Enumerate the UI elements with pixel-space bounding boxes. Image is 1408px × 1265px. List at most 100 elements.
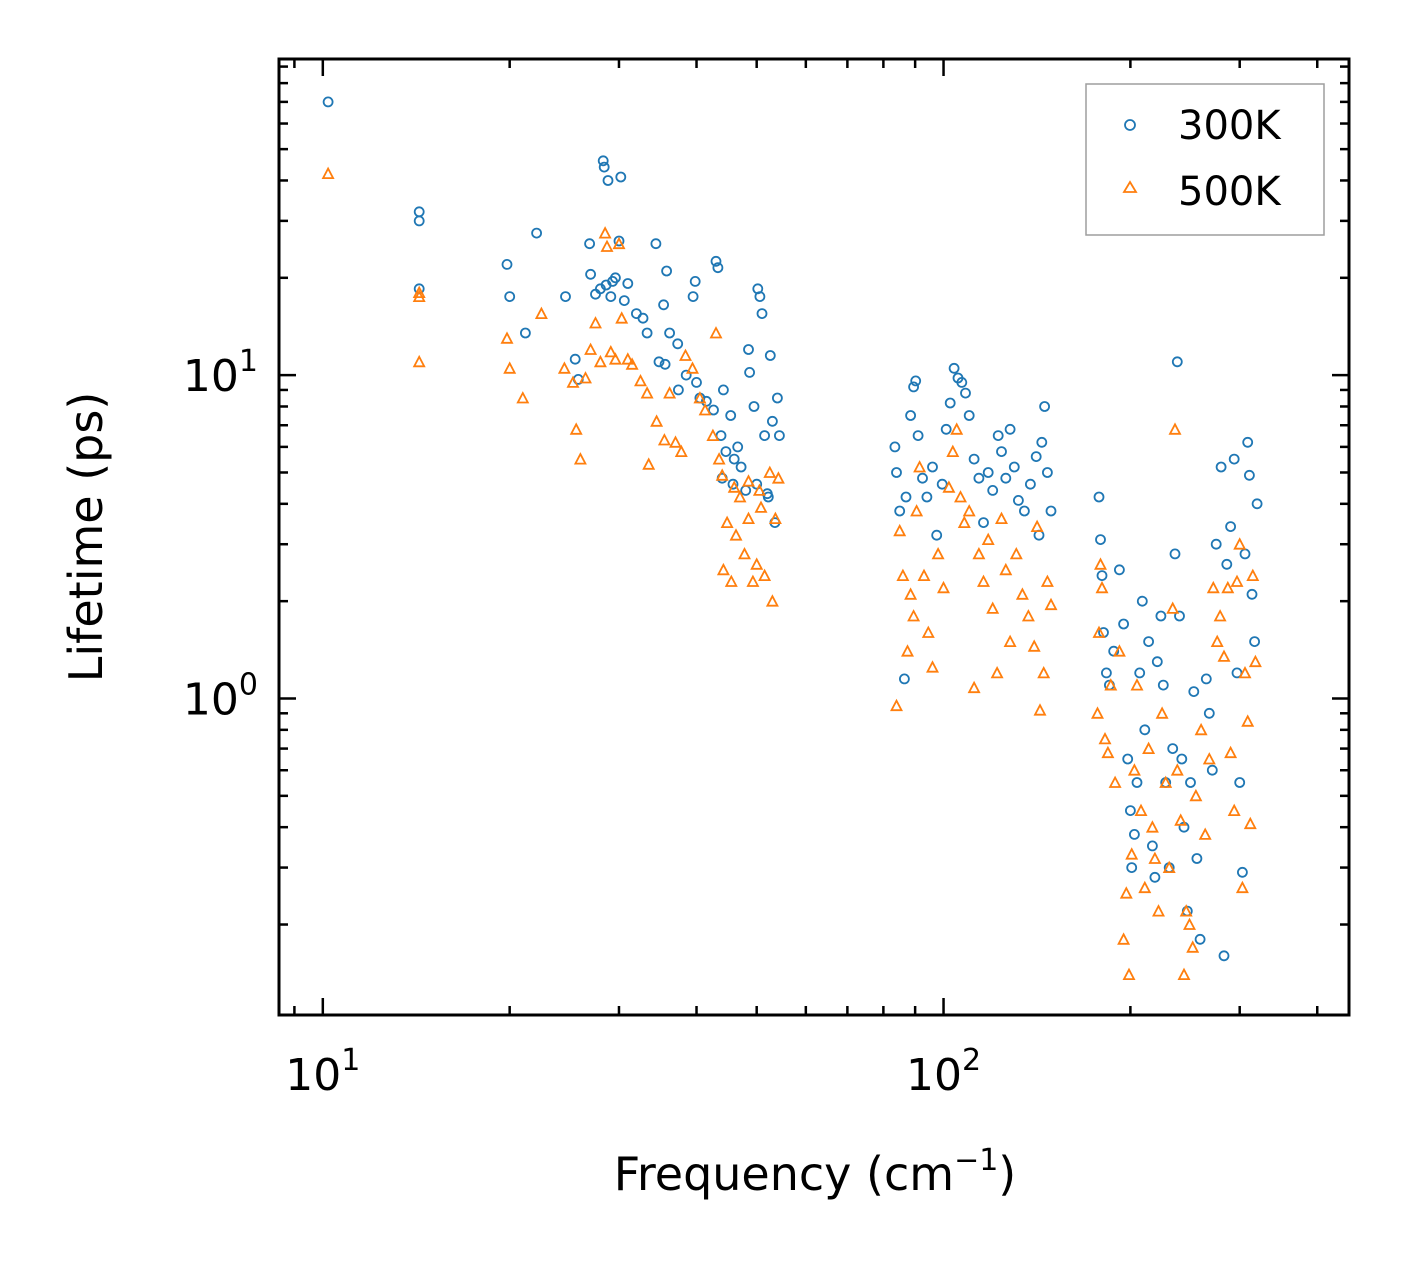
point-500K <box>1027 639 1041 652</box>
point-300K <box>996 446 1007 458</box>
legend: 300K 500K <box>1085 83 1325 236</box>
point-300K <box>927 461 938 473</box>
point-300K <box>501 258 513 270</box>
point-300K <box>1147 840 1158 852</box>
point-300K <box>1206 764 1218 776</box>
point-300K <box>615 171 627 183</box>
point-500K <box>765 594 779 607</box>
point-500K <box>972 546 986 560</box>
point-300K <box>1246 588 1258 600</box>
point-300K <box>1025 478 1036 490</box>
point-300K <box>1093 491 1105 503</box>
x-axis-unit: (cm <box>866 1147 954 1201</box>
point-500K <box>1044 597 1058 611</box>
x-axis-label: Frequency (cm−1) <box>614 1143 1017 1201</box>
point-300K <box>1157 679 1169 691</box>
point-500K <box>698 403 712 416</box>
point-500K <box>1092 625 1106 638</box>
point-500K <box>1142 741 1156 754</box>
point-300K <box>1122 753 1134 765</box>
point-500K <box>1186 940 1200 953</box>
point-500K <box>1246 568 1260 581</box>
point-300K <box>598 161 610 173</box>
point-500K <box>1177 967 1191 980</box>
point-300K <box>1143 636 1154 647</box>
point-500K <box>742 474 755 487</box>
point-300K <box>1242 436 1254 448</box>
point-300K <box>622 278 634 289</box>
plot-frame <box>277 57 1351 1017</box>
point-500K <box>1108 775 1122 788</box>
point-500K <box>1224 745 1238 759</box>
point-300K <box>1228 453 1240 465</box>
point-500K <box>621 352 635 365</box>
point-300K <box>1210 538 1222 550</box>
point-500K <box>742 511 755 524</box>
point-300K <box>772 392 783 404</box>
point-300K <box>767 415 778 427</box>
point-500K <box>612 236 626 250</box>
point-500K <box>716 562 730 576</box>
point-500K <box>720 515 734 528</box>
point-300K <box>597 155 609 167</box>
point-300K <box>1008 461 1020 473</box>
point-300K <box>1185 777 1196 788</box>
point-500K <box>904 587 918 600</box>
point-300K <box>1039 401 1050 412</box>
point-300K <box>1176 753 1188 765</box>
point-300K <box>610 272 621 284</box>
point-500K <box>1179 904 1193 917</box>
point-500K <box>981 532 995 545</box>
point-300K <box>658 299 669 311</box>
y-axis-label: Lifetime (ps) <box>59 392 113 683</box>
point-500K <box>738 546 751 560</box>
point-300K <box>1234 777 1246 788</box>
point-500K <box>1174 813 1188 826</box>
point-500K <box>412 289 426 303</box>
legend-marker-500k <box>1122 180 1138 193</box>
point-500K <box>1206 580 1220 594</box>
point-300K <box>899 673 910 685</box>
point-300K <box>978 517 989 528</box>
point-500K <box>1213 609 1227 622</box>
point-300K <box>910 375 922 387</box>
point-300K <box>618 295 630 307</box>
point-500K <box>946 444 960 458</box>
point-500K <box>917 568 931 581</box>
point-500K <box>1235 880 1249 894</box>
point-300K <box>718 384 729 396</box>
point-300K <box>1118 618 1129 630</box>
point-300K <box>891 467 902 478</box>
point-500K <box>706 428 720 442</box>
point-500K <box>954 490 967 503</box>
point-500K <box>569 422 583 435</box>
point-500K <box>1162 860 1176 873</box>
x-axis-label-text: Frequency <box>614 1147 852 1201</box>
point-300K <box>605 291 617 303</box>
point-500K <box>534 306 548 320</box>
point-300K <box>917 472 928 484</box>
point-300K <box>1221 558 1233 570</box>
point-500K <box>1159 775 1173 788</box>
y-tick-label-base: 10 <box>183 675 239 726</box>
point-300K <box>569 353 581 365</box>
point-300K <box>641 327 653 339</box>
series-500K <box>321 166 1262 980</box>
point-500K <box>1183 917 1196 930</box>
point-300K <box>712 262 724 274</box>
point-500K <box>1230 574 1244 587</box>
point-500K <box>589 316 602 329</box>
point-300K <box>1191 853 1203 864</box>
point-500K <box>1094 557 1107 570</box>
point-300K <box>1134 667 1146 679</box>
point-500K <box>600 239 614 252</box>
y-tick-label-base: 10 <box>183 351 239 402</box>
point-300K <box>992 430 1004 442</box>
point-500K <box>412 354 426 368</box>
point-500K <box>1238 665 1252 679</box>
point-300K <box>413 215 425 227</box>
point-300K <box>1237 866 1248 878</box>
point-500K <box>1243 816 1257 830</box>
